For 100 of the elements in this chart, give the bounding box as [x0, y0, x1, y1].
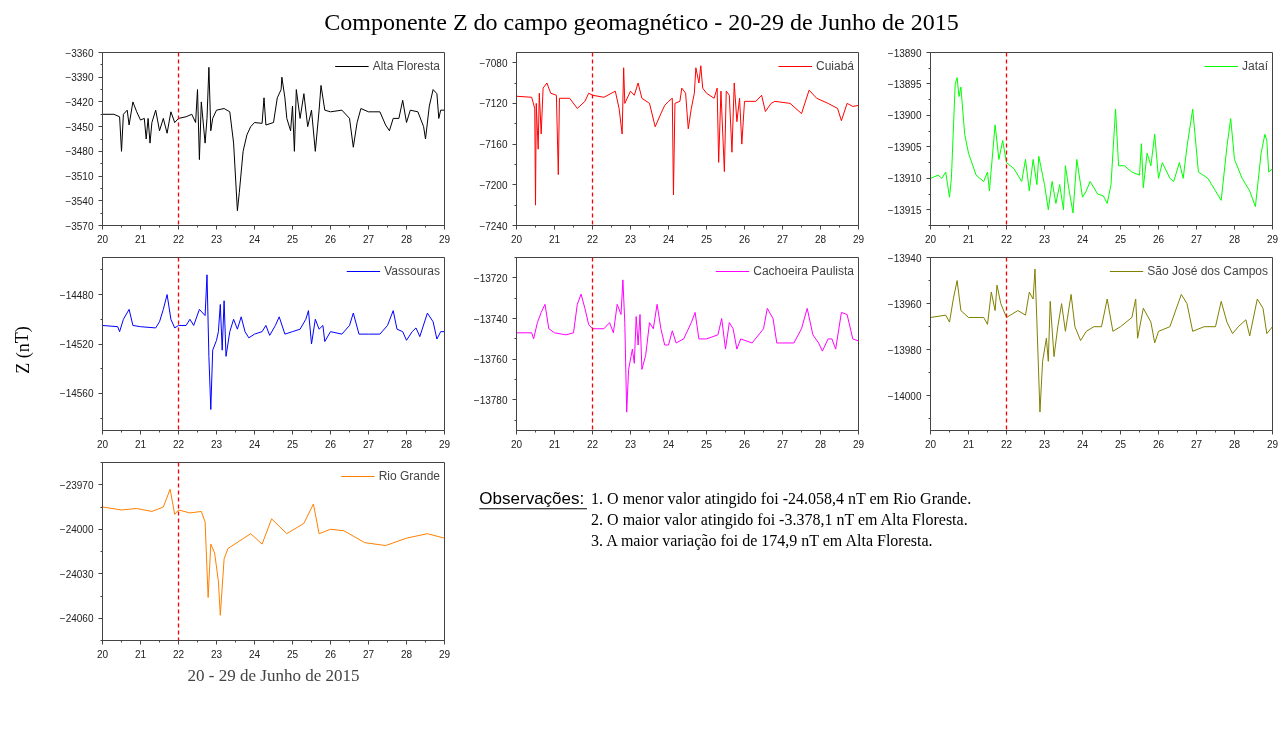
y-tick-label: −7200 — [479, 179, 508, 191]
y-tick-label: −13895 — [887, 78, 922, 90]
y-tick-label: −3390 — [65, 72, 94, 84]
x-tick-label: 26 — [324, 648, 337, 660]
text: Observações: — [479, 488, 585, 508]
x-tick-label: 25 — [286, 438, 299, 450]
y-tick-label: −14560 — [59, 388, 94, 400]
x-tick-label: 27 — [362, 648, 375, 660]
y-tick-label: −13890 — [887, 47, 922, 59]
y-tick-label: −13780 — [473, 394, 508, 406]
x-tick-label: 24 — [248, 648, 261, 660]
x-tick-label: 29 — [1266, 233, 1279, 245]
y-tick-label: −14520 — [59, 339, 94, 350]
x-tick-label: 22 — [586, 438, 599, 450]
legend-label: Cachoeira Paulista — [753, 264, 854, 278]
x-tick-label: 23 — [624, 233, 637, 245]
x-tick-label: 27 — [362, 233, 375, 245]
legend-label: Jataí — [1241, 59, 1268, 73]
y-tick-label: −13760 — [473, 354, 508, 366]
x-tick-label: 24 — [1076, 233, 1089, 245]
y-tick-label: −13940 — [887, 252, 922, 264]
x-tick-label: 22 — [172, 648, 185, 660]
legend-label: Rio Grande — [378, 469, 440, 483]
x-tick-label: 23 — [210, 438, 223, 450]
x-tick-label: 28 — [1228, 438, 1241, 450]
y-tick-label: −13905 — [887, 141, 922, 153]
legend-label: São José dos Campos — [1147, 264, 1268, 278]
x-tick-label: 24 — [662, 233, 675, 245]
x-tick-label: 23 — [210, 648, 223, 660]
x-tick-label: 21 — [134, 648, 147, 660]
x-tick-label: 22 — [172, 233, 185, 245]
x-tick-label: 24 — [662, 438, 675, 450]
y-tick-label: −3570 — [65, 220, 94, 232]
x-tick-label: 25 — [1114, 438, 1127, 450]
x-tick-label: 26 — [1152, 438, 1165, 450]
x-tick-label: 26 — [324, 233, 337, 245]
x-tick-label: 21 — [134, 233, 147, 245]
x-tick-label: 29 — [1266, 438, 1279, 450]
x-tick-label: 21 — [962, 438, 975, 450]
x-tick-label: 20 — [510, 233, 523, 245]
x-tick-label: 28 — [814, 233, 827, 245]
x-tick-label: 28 — [400, 648, 413, 660]
y-tick-label: −13740 — [473, 313, 508, 325]
x-tick-label: 20 — [510, 438, 523, 450]
x-tick-label: 25 — [286, 648, 299, 660]
x-tick-label: 28 — [400, 233, 413, 245]
x-tick-label: 29 — [852, 438, 865, 450]
y-axis-title: Z (nT) — [12, 326, 34, 374]
y-tick-label: −7120 — [479, 98, 508, 110]
text: 1. O menor valor atingido foi -24.058,4 nT em Rio Grande. — [591, 489, 972, 508]
x-tick-label: 27 — [362, 438, 375, 450]
text: 2. O maior valor atingido foi -3.378,1 nT em Alta Floresta. — [591, 510, 968, 529]
y-tick-label: −3360 — [65, 47, 94, 59]
x-tick-label: 27 — [1190, 438, 1203, 450]
x-tick-label: 21 — [134, 438, 147, 450]
y-tick-label: −24060 — [59, 613, 94, 625]
x-tick-label: 21 — [548, 438, 561, 450]
y-tick-label: −3480 — [65, 146, 94, 158]
y-tick-label: −13980 — [887, 344, 922, 356]
x-tick-label: 26 — [738, 233, 751, 245]
x-tick-label: 20 — [924, 233, 937, 245]
y-tick-label: −13915 — [887, 204, 922, 216]
x-tick-label: 28 — [1228, 233, 1241, 245]
y-tick-label: −24030 — [59, 568, 94, 580]
text: 3. A maior variação foi de 174,9 nT em Alta Floresta. — [591, 532, 933, 551]
y-tick-label: −24000 — [59, 524, 94, 536]
x-tick-label: 24 — [248, 438, 261, 450]
x-tick-label: 22 — [586, 233, 599, 245]
y-tick-label: −13910 — [887, 173, 922, 185]
legend-label: Cuiabá — [815, 59, 854, 73]
x-tick-label: 25 — [700, 438, 713, 450]
x-tick-label: 20 — [96, 438, 109, 450]
x-tick-label: 25 — [700, 233, 713, 245]
y-tick-label: −13900 — [887, 110, 922, 122]
x-tick-label: 22 — [1000, 233, 1013, 245]
x-tick-label: 29 — [438, 648, 451, 660]
y-tick-label: −14000 — [887, 390, 922, 402]
x-axis-title: 20 - 29 de Junho de 2015 — [187, 665, 360, 685]
x-tick-label: 28 — [814, 438, 827, 450]
y-tick-label: −7160 — [479, 139, 508, 151]
x-tick-label: 27 — [1190, 233, 1203, 245]
x-tick-label: 27 — [776, 438, 789, 450]
x-tick-label: 26 — [738, 438, 751, 450]
text: Componente Z do campo geomagnético - 20-29 de Junho de 2015 — [324, 8, 959, 35]
y-tick-label: −7080 — [479, 57, 508, 69]
x-tick-label: 26 — [324, 438, 337, 450]
x-tick-label: 29 — [438, 233, 451, 245]
y-tick-label: −7240 — [479, 220, 508, 232]
x-tick-label: 20 — [96, 648, 109, 660]
x-tick-label: 23 — [1038, 233, 1051, 245]
x-tick-label: 21 — [962, 233, 975, 245]
y-tick-label: −13960 — [887, 298, 922, 310]
x-tick-label: 22 — [172, 438, 185, 450]
y-tick-label: −23970 — [59, 479, 94, 491]
y-tick-label: −13720 — [473, 272, 508, 284]
legend-label: Vassouras — [384, 264, 440, 278]
y-tick-label: −14480 — [59, 289, 94, 301]
legend-label: Alta Floresta — [372, 59, 440, 73]
x-tick-label: 22 — [1000, 438, 1013, 450]
x-tick-label: 23 — [1038, 438, 1051, 450]
